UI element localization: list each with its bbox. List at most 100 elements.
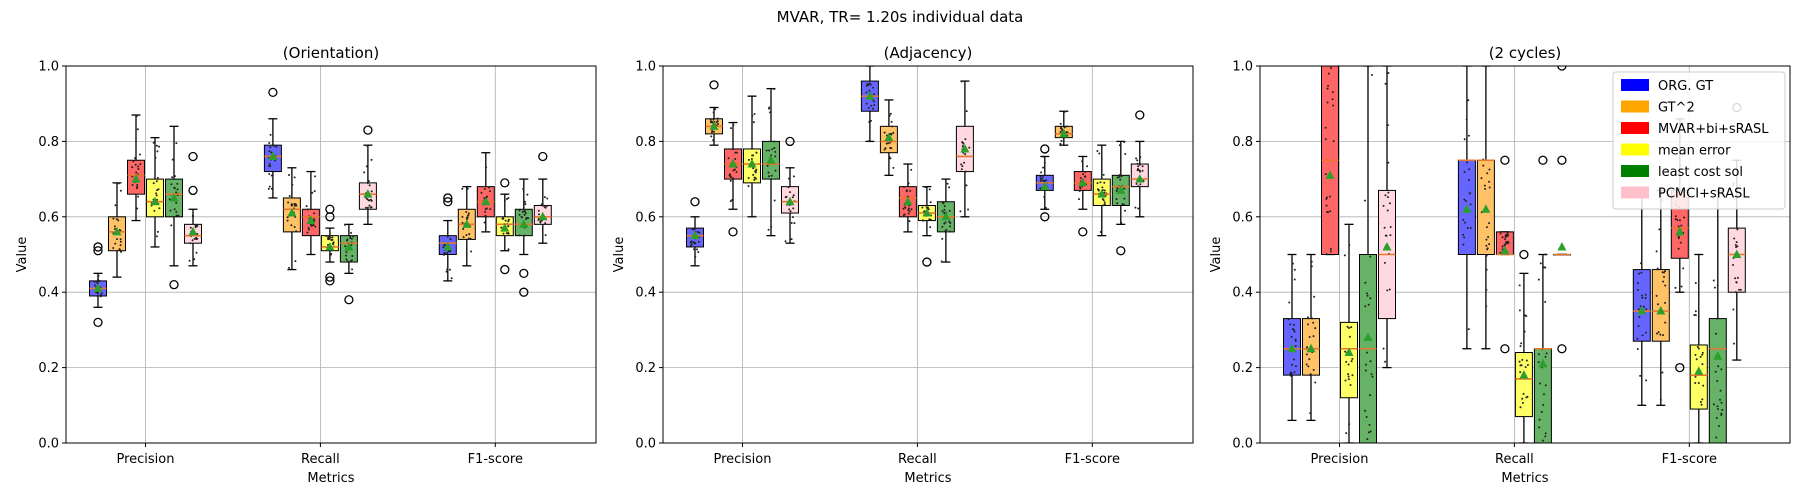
jitter-point	[945, 228, 948, 231]
jitter-point	[1678, 219, 1681, 222]
jitter-point	[131, 166, 134, 169]
jitter-point	[523, 200, 526, 203]
jitter-point	[1103, 201, 1106, 204]
x-tick-label: Precision	[713, 452, 771, 467]
jitter-point	[1736, 245, 1739, 248]
jitter-point	[1135, 157, 1138, 160]
jitter-point	[94, 284, 97, 287]
jitter-point	[314, 225, 317, 228]
jitter-point	[1384, 82, 1387, 85]
flier-point	[1135, 110, 1145, 120]
jitter-point	[1309, 373, 1312, 376]
jitter-point	[132, 160, 135, 163]
jitter-point	[712, 130, 715, 133]
jitter-point	[117, 219, 120, 222]
jitter-point	[1544, 355, 1547, 358]
jitter-point	[465, 211, 468, 214]
jitter-point	[690, 240, 693, 243]
jitter-point	[730, 127, 733, 130]
jitter-point	[294, 260, 297, 263]
chart-panel-2: 0.0 0.2 0.4 0.6 0.8 1.0 Precision Recall F1-scor…	[612, 44, 1194, 486]
jitter-point	[1641, 296, 1644, 299]
jitter-point	[964, 138, 967, 141]
jitter-point	[345, 254, 348, 257]
y-tick-label: 1.0	[1232, 60, 1253, 75]
jitter-point	[507, 248, 510, 251]
jitter-point	[465, 216, 468, 219]
jitter-point	[1308, 358, 1311, 361]
jitter-point	[888, 114, 891, 117]
jitter-point	[960, 168, 963, 171]
jitter-point	[891, 125, 894, 128]
jitter-point	[1488, 180, 1491, 183]
jitter-point	[890, 132, 893, 135]
jitter-point	[1469, 192, 1472, 195]
jitter-point	[1720, 401, 1723, 404]
jitter-point	[1348, 327, 1351, 330]
jitter-point	[1465, 118, 1468, 121]
mean-marker	[1557, 241, 1567, 251]
jitter-point	[171, 158, 174, 161]
jitter-point	[1462, 233, 1465, 236]
jitter-point	[793, 222, 796, 225]
jitter-point	[446, 235, 449, 238]
jitter-point	[307, 208, 310, 211]
jitter-point	[1519, 371, 1522, 374]
box-org-gt	[1632, 189, 1651, 406]
jitter-point	[1638, 272, 1641, 275]
jitter-point	[1387, 191, 1390, 194]
jitter-point	[910, 168, 913, 171]
jitter-point	[1350, 326, 1353, 329]
jitter-point	[545, 204, 548, 207]
legend-label: MVAR+bi+sRASL	[1658, 122, 1769, 137]
jitter-point	[1084, 170, 1087, 173]
jitter-point	[773, 199, 776, 202]
jitter-point	[524, 212, 527, 215]
jitter-point	[156, 230, 159, 233]
jitter-point	[505, 197, 508, 200]
chart-panel-1: 0.0 0.2 0.4 0.6 0.8 1.0 Precision Recall F1-scor…	[15, 44, 597, 486]
jitter-point	[774, 155, 777, 158]
mean-marker	[443, 241, 453, 251]
jitter-point	[1331, 91, 1334, 94]
jitter-point	[1364, 281, 1367, 284]
jitter-point	[136, 128, 139, 131]
mean-marker	[785, 196, 795, 206]
box-pcmci-srasl	[358, 125, 377, 225]
jitter-point	[344, 245, 347, 248]
x-tick-label: Precision	[116, 452, 174, 467]
jitter-point	[1522, 392, 1525, 395]
jitter-point	[697, 240, 700, 243]
jitter-point	[1486, 248, 1489, 251]
jitter-point	[1480, 177, 1483, 180]
jitter-point	[1348, 335, 1351, 338]
jitter-point	[1718, 398, 1721, 401]
jitter-point	[1674, 218, 1677, 221]
jitter-point	[112, 217, 115, 220]
jitter-point	[293, 204, 296, 207]
jitter-point	[113, 227, 116, 230]
jitter-point	[712, 139, 715, 142]
jitter-point	[1138, 163, 1141, 166]
box-org-gt	[263, 87, 282, 199]
jitter-point	[313, 190, 316, 193]
jitter-point	[869, 119, 872, 122]
box-pcmci-srasl	[1378, 66, 1396, 369]
jitter-point	[964, 153, 967, 156]
jitter-point	[1312, 368, 1315, 371]
jitter-point	[366, 198, 369, 201]
mean-marker	[287, 208, 297, 217]
jitter-point	[349, 235, 352, 238]
jitter-point	[544, 222, 547, 225]
jitter-point	[467, 212, 470, 215]
jitter-point	[1488, 186, 1491, 189]
jitter-point	[888, 155, 891, 158]
jitter-point	[789, 210, 792, 213]
jitter-point	[1463, 198, 1466, 201]
jitter-point	[753, 112, 756, 115]
jitter-point	[1329, 248, 1332, 251]
jitter-point	[1488, 168, 1491, 171]
jitter-point	[518, 209, 521, 212]
jitter-point	[928, 188, 931, 191]
jitter-point	[156, 150, 159, 153]
